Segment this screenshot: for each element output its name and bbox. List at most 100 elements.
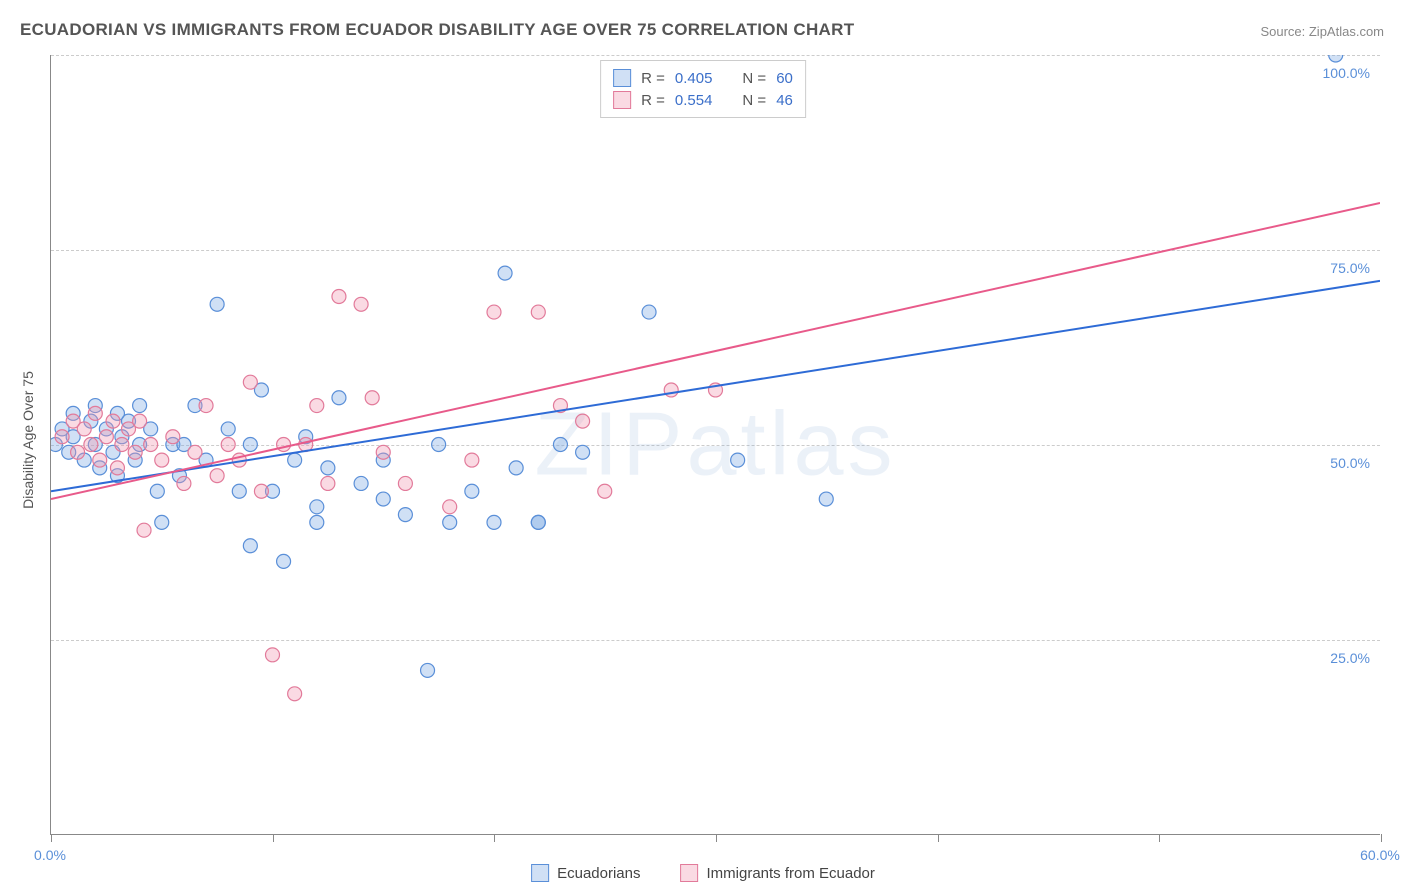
bottom-legend-label-2: Immigrants from Ecuador: [707, 865, 875, 882]
data-point: [553, 438, 567, 452]
data-point: [432, 438, 446, 452]
data-point: [88, 406, 102, 420]
data-point: [310, 500, 324, 514]
data-point: [199, 399, 213, 413]
data-point: [84, 438, 98, 452]
data-point: [166, 430, 180, 444]
x-tick: [51, 834, 52, 842]
data-point: [133, 399, 147, 413]
x-tick: [716, 834, 717, 842]
n-value-2: 46: [776, 92, 793, 109]
data-point: [509, 461, 523, 475]
data-point: [487, 515, 501, 529]
n-label-1: N =: [742, 70, 766, 87]
data-point: [443, 500, 457, 514]
data-point: [93, 453, 107, 467]
data-point: [221, 438, 235, 452]
stats-row-2: R = 0.554 N = 46: [613, 89, 793, 111]
data-point: [155, 453, 169, 467]
data-point: [531, 515, 545, 529]
x-tick: [938, 834, 939, 842]
chart-title: ECUADORIAN VS IMMIGRANTS FROM ECUADOR DI…: [20, 20, 854, 40]
data-point: [332, 289, 346, 303]
data-point: [277, 438, 291, 452]
trend-line: [51, 203, 1380, 499]
data-point: [1329, 55, 1343, 62]
data-point: [77, 422, 91, 436]
data-point: [376, 492, 390, 506]
data-point: [321, 476, 335, 490]
r-label-2: R =: [641, 92, 665, 109]
plot-area: ZIPatlas 25.0%50.0%75.0%100.0%: [50, 55, 1380, 835]
data-point: [465, 484, 479, 498]
data-point: [598, 484, 612, 498]
x-tick: [494, 834, 495, 842]
data-point: [310, 515, 324, 529]
data-point: [819, 492, 833, 506]
data-point: [144, 438, 158, 452]
data-point: [465, 453, 479, 467]
bottom-legend: Ecuadorians Immigrants from Ecuador: [531, 864, 875, 882]
stats-legend: R = 0.405 N = 60 R = 0.554 N = 46: [600, 60, 806, 118]
data-point: [288, 687, 302, 701]
x-tick-label: 60.0%: [1360, 847, 1400, 863]
data-point: [150, 484, 164, 498]
x-tick: [273, 834, 274, 842]
chart-container: ECUADORIAN VS IMMIGRANTS FROM ECUADOR DI…: [0, 0, 1406, 892]
data-point: [576, 414, 590, 428]
r-value-2: 0.554: [675, 92, 713, 109]
data-point: [99, 430, 113, 444]
data-point: [421, 663, 435, 677]
data-point: [731, 453, 745, 467]
data-point: [376, 445, 390, 459]
swatch-pink-icon: [613, 91, 631, 109]
data-point: [221, 422, 235, 436]
data-point: [332, 391, 346, 405]
data-point: [576, 445, 590, 459]
data-point: [243, 539, 257, 553]
data-point: [321, 461, 335, 475]
data-point: [110, 461, 124, 475]
data-point: [254, 484, 268, 498]
r-label-1: R =: [641, 70, 665, 87]
n-label-2: N =: [742, 92, 766, 109]
y-axis-title: Disability Age Over 75: [20, 371, 36, 509]
swatch-blue-icon: [613, 69, 631, 87]
data-point: [354, 476, 368, 490]
plot-svg: [51, 55, 1380, 834]
data-point: [498, 266, 512, 280]
data-point: [188, 445, 202, 459]
swatch-pink-icon: [681, 864, 699, 882]
data-point: [137, 523, 151, 537]
data-point: [266, 648, 280, 662]
stats-row-1: R = 0.405 N = 60: [613, 67, 793, 89]
bottom-legend-item-1: Ecuadorians: [531, 864, 640, 882]
data-point: [128, 445, 142, 459]
data-point: [210, 297, 224, 311]
bottom-legend-item-2: Immigrants from Ecuador: [681, 864, 875, 882]
data-point: [177, 476, 191, 490]
data-point: [277, 554, 291, 568]
data-point: [398, 476, 412, 490]
x-tick-label: 0.0%: [34, 847, 66, 863]
data-point: [232, 484, 246, 498]
swatch-blue-icon: [531, 864, 549, 882]
data-point: [487, 305, 501, 319]
data-point: [642, 305, 656, 319]
data-point: [288, 453, 302, 467]
data-point: [531, 305, 545, 319]
data-point: [55, 430, 69, 444]
n-value-1: 60: [776, 70, 793, 87]
data-point: [243, 438, 257, 452]
r-value-1: 0.405: [675, 70, 713, 87]
data-point: [398, 508, 412, 522]
data-point: [71, 445, 85, 459]
data-point: [210, 469, 224, 483]
data-point: [155, 515, 169, 529]
x-tick: [1159, 834, 1160, 842]
data-point: [310, 399, 324, 413]
source-label: Source: ZipAtlas.com: [1260, 24, 1384, 39]
data-point: [443, 515, 457, 529]
bottom-legend-label-1: Ecuadorians: [557, 865, 640, 882]
data-point: [133, 414, 147, 428]
